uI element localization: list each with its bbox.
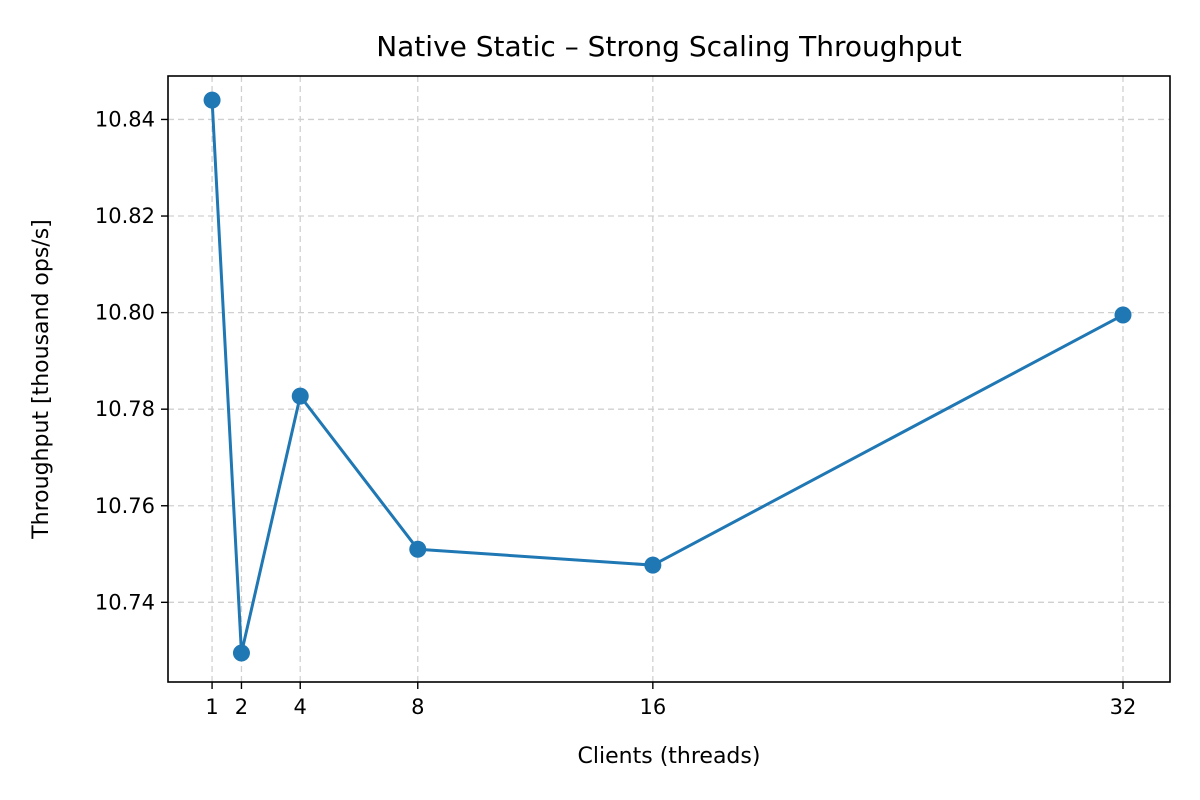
- series-line: [210, 100, 1124, 655]
- data-point: [232, 644, 250, 662]
- plot-frame: [167, 75, 1171, 683]
- x-axis-label: Clients (threads): [578, 744, 761, 769]
- x-tick-label: 16: [639, 695, 666, 719]
- data-point: [1114, 306, 1132, 324]
- data-point: [644, 556, 662, 574]
- y-tick-label: 10.78: [95, 397, 155, 421]
- x-tick-label: 8: [411, 695, 424, 719]
- y-axis-label: Throughput [thousand ops/s]: [29, 219, 54, 540]
- y-tick-label: 10.82: [95, 204, 155, 228]
- y-tick-label: 10.80: [95, 301, 155, 325]
- y-tick-label: 10.76: [95, 494, 155, 518]
- x-tick-label: 1: [205, 695, 218, 719]
- x-axis: 1 2 4 8 16 32: [205, 682, 1136, 719]
- y-axis: 10.74 10.76 10.78 10.80 10.82 10.84: [95, 107, 168, 614]
- series-layer: [203, 91, 1132, 662]
- data-point: [291, 387, 309, 405]
- y-tick-label: 10.84: [95, 107, 155, 131]
- grid: [168, 76, 1170, 682]
- x-tick-label: 32: [1110, 695, 1137, 719]
- data-point: [409, 540, 427, 558]
- data-point: [203, 91, 221, 109]
- chart-title: Native Static – Strong Scaling Throughpu…: [376, 30, 962, 63]
- x-tick-label: 4: [294, 695, 307, 719]
- x-tick-label: 2: [235, 695, 248, 719]
- y-tick-label: 10.74: [95, 590, 155, 614]
